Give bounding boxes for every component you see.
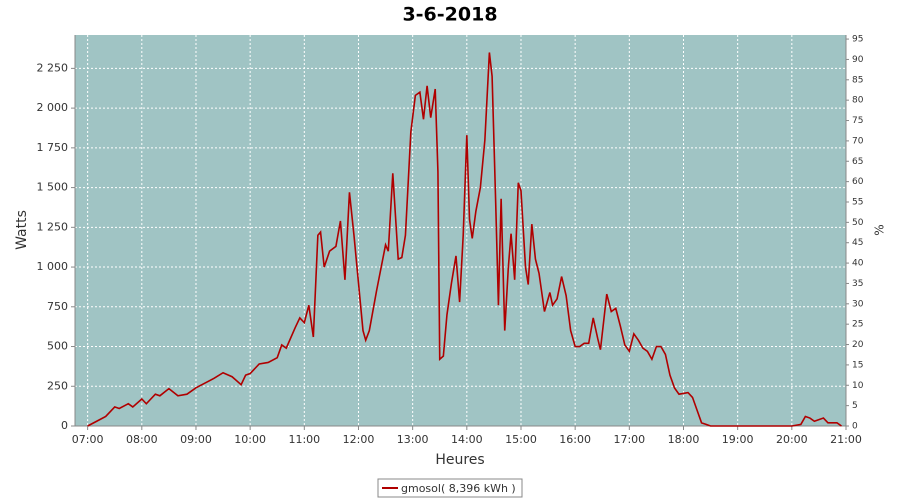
legend-label: gmosol( 8,396 kWh ) — [401, 482, 516, 495]
series-line — [87, 52, 842, 427]
y2-tick-label: 10 — [852, 381, 864, 391]
y-tick-label: 500 — [47, 340, 68, 353]
x-tick-label: 15:00 — [505, 433, 537, 446]
chart-title: 3-6-2018 — [402, 4, 497, 26]
x-tick-label: 18:00 — [668, 433, 700, 446]
y2-tick-label: 15 — [852, 360, 863, 370]
x-tick-label: 11:00 — [288, 433, 320, 446]
y-tick-label: 250 — [47, 379, 68, 392]
y2-tick-label: 45 — [852, 238, 863, 248]
y2-tick-label: 65 — [852, 157, 863, 167]
y-tick-label: 1 250 — [37, 220, 69, 233]
x-tick-label: 09:00 — [180, 433, 212, 446]
y2-tick-label: 30 — [852, 299, 864, 309]
x-tick-label: 13:00 — [397, 433, 429, 446]
x-tick-label: 07:00 — [72, 433, 104, 446]
y-tick-label: 2 000 — [37, 101, 69, 114]
legend-box — [377, 478, 523, 498]
x-tick-label: 19:00 — [722, 433, 754, 446]
y2-axis-label: % — [873, 224, 887, 235]
y-tick-label: 750 — [47, 300, 68, 313]
x-tick-label: 20:00 — [776, 433, 808, 446]
y2-tick-label: 75 — [852, 116, 863, 126]
y2-tick-label: 60 — [852, 177, 864, 187]
y2-tick-label: 5 — [852, 401, 858, 411]
y-axis-label: Watts — [14, 210, 30, 250]
y-tick-label: 2 250 — [37, 61, 69, 74]
y2-tick-label: 80 — [852, 96, 864, 106]
y2-tick-label: 55 — [852, 197, 863, 207]
y2-tick-label: 35 — [852, 279, 863, 289]
y2-tick-label: 85 — [852, 75, 863, 85]
y-tick-label: 1 000 — [37, 260, 69, 273]
plot-area — [75, 35, 846, 426]
y-tick-label: 1 750 — [37, 141, 69, 154]
y2-tick-label: 40 — [852, 259, 864, 269]
y2-tick-label: 90 — [852, 55, 864, 65]
y2-tick-label: 20 — [852, 340, 864, 350]
x-tick-label: 16:00 — [559, 433, 591, 446]
x-axis-label: Heures — [435, 452, 484, 468]
y2-tick-label: 0 — [852, 422, 858, 432]
y2-tick-label: 50 — [852, 218, 864, 228]
x-tick-label: 14:00 — [451, 433, 483, 446]
x-tick-label: 21:00 — [830, 433, 862, 446]
y2-tick-label: 95 — [852, 35, 863, 45]
y2-tick-label: 25 — [852, 320, 863, 330]
y-tick-label: 0 — [61, 419, 68, 432]
y-tick-label: 1 500 — [37, 181, 69, 194]
x-tick-label: 10:00 — [234, 433, 266, 446]
y2-tick-label: 70 — [852, 136, 864, 146]
x-tick-label: 17:00 — [613, 433, 645, 446]
x-tick-label: 12:00 — [343, 433, 375, 446]
x-tick-label: 08:00 — [126, 433, 158, 446]
